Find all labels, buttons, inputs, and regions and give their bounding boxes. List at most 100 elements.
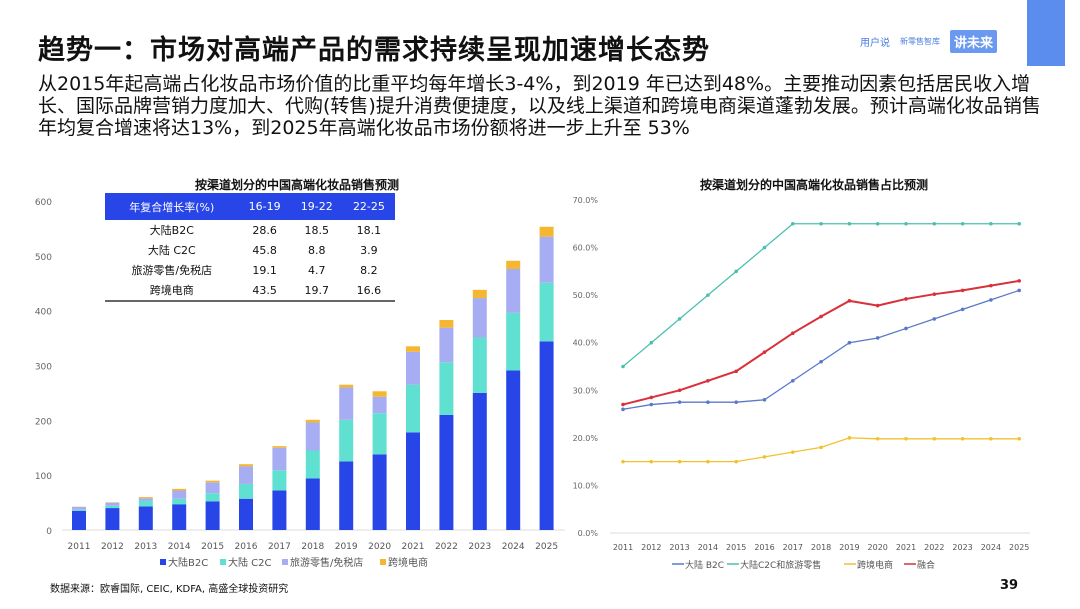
legend-label: 旅游零售/免税店 bbox=[290, 556, 363, 569]
logos: 用户说 新零售智库 讲未来 bbox=[860, 30, 998, 53]
x-tick-label: 2014 bbox=[698, 543, 718, 552]
data-point bbox=[875, 437, 880, 441]
data-point bbox=[989, 298, 993, 302]
data-point bbox=[932, 221, 937, 226]
bar-segment bbox=[372, 391, 387, 397]
y-tick-label: 600 bbox=[35, 198, 52, 208]
data-point bbox=[932, 437, 937, 441]
table-row: 大陆B2C 28.6 18.5 18.1 bbox=[105, 220, 395, 240]
bar-segment bbox=[406, 432, 420, 530]
table-header: 22-25 bbox=[342, 193, 395, 220]
legend-swatch bbox=[220, 559, 226, 565]
table-cell: 18.5 bbox=[304, 223, 330, 237]
bar-segment bbox=[105, 502, 120, 506]
bar-segment bbox=[372, 454, 387, 530]
data-point bbox=[904, 326, 908, 331]
bar-segment bbox=[305, 450, 320, 479]
bar-segment bbox=[272, 447, 287, 471]
data-point bbox=[960, 221, 965, 226]
data-point bbox=[847, 436, 852, 440]
bar-segment bbox=[272, 490, 287, 530]
data-point bbox=[904, 221, 908, 226]
y-tick-label: 100 bbox=[35, 472, 52, 482]
data-point bbox=[791, 221, 795, 226]
x-tick-label: 2024 bbox=[981, 543, 1001, 552]
x-tick-label: 2013 bbox=[669, 543, 689, 552]
data-point bbox=[989, 437, 993, 441]
x-tick-label: 2021 bbox=[402, 542, 425, 552]
y-tick-label: 0.0% bbox=[578, 529, 599, 538]
bar-segment bbox=[406, 351, 420, 385]
bar-segment bbox=[539, 236, 554, 283]
bar-segment bbox=[138, 506, 153, 530]
bar-segment bbox=[205, 501, 220, 530]
bar-segment bbox=[472, 392, 487, 530]
y-tick-label: 500 bbox=[35, 253, 52, 263]
x-tick-label: 2022 bbox=[435, 542, 458, 552]
data-point bbox=[960, 437, 965, 441]
bar-segment bbox=[172, 490, 187, 499]
page-title: 趋势一：市场对高端产品的需求持续呈现加速增长态势 bbox=[38, 35, 710, 66]
summary-paragraph: 从2015年起高端占化妆品市场价值的比重平均每年增长3-4%，到2019 年已达… bbox=[38, 73, 1041, 139]
logo-jiangweilai: 讲未来 bbox=[950, 30, 998, 53]
legend-swatch bbox=[282, 559, 288, 565]
table-cell: 8.8 bbox=[308, 243, 326, 257]
bar-segment bbox=[339, 461, 354, 530]
x-tick-label: 2011 bbox=[613, 543, 633, 552]
x-tick-label: 2023 bbox=[468, 542, 491, 552]
data-point bbox=[649, 395, 654, 400]
cagr-table: 年复合增长率(%) 16-19 19-22 22-25 大陆B2C 28.6 18.… bbox=[105, 193, 395, 302]
bar-segment bbox=[205, 493, 220, 502]
y-tick-label: 20.0% bbox=[573, 434, 599, 443]
bar-segment bbox=[372, 396, 387, 414]
table-cell: 大陆 C2C bbox=[147, 244, 196, 257]
series-line bbox=[622, 289, 1020, 410]
data-point bbox=[762, 245, 767, 250]
y-tick-label: 200 bbox=[35, 417, 52, 427]
x-tick-label: 2022 bbox=[924, 543, 944, 552]
table-cell: 大陆B2C bbox=[149, 224, 194, 237]
bar-segment bbox=[339, 384, 354, 388]
x-tick-label: 2017 bbox=[783, 543, 803, 552]
data-point bbox=[791, 450, 795, 454]
bar-segment bbox=[305, 422, 320, 451]
table-cell: 16.6 bbox=[356, 283, 382, 297]
data-point bbox=[904, 297, 908, 301]
table-header: 16-19 bbox=[238, 193, 291, 220]
x-tick-label: 2012 bbox=[101, 542, 124, 552]
table-cell: 18.1 bbox=[356, 223, 382, 237]
data-point bbox=[1017, 437, 1021, 441]
x-tick-label: 2024 bbox=[502, 542, 525, 552]
y-tick-label: 400 bbox=[35, 308, 52, 318]
logo-yonghushuo: 用户说 bbox=[860, 38, 890, 49]
x-tick-label: 2019 bbox=[839, 543, 859, 552]
data-point bbox=[989, 221, 993, 226]
data-point bbox=[791, 378, 795, 383]
bar-segment bbox=[205, 482, 220, 494]
data-point bbox=[875, 336, 880, 340]
legend-swatch bbox=[160, 559, 166, 565]
bar-segment bbox=[339, 387, 354, 420]
data-point bbox=[1017, 279, 1021, 283]
page-number: 39 bbox=[1000, 578, 1019, 593]
legend-label: 跨境电商 bbox=[388, 556, 428, 569]
legend-label: 大陆 C2C bbox=[228, 556, 272, 569]
x-tick-label: 2014 bbox=[168, 542, 191, 552]
x-tick-label: 2025 bbox=[535, 542, 558, 552]
data-point bbox=[847, 221, 852, 226]
y-tick-label: 50.0% bbox=[573, 291, 599, 300]
table-row: 旅游零售/免税店 19.1 4.7 8.2 bbox=[105, 260, 395, 280]
table-cell: 45.8 bbox=[252, 243, 277, 257]
data-point bbox=[960, 307, 965, 312]
accent-bar bbox=[1027, 0, 1065, 66]
data-point bbox=[762, 350, 767, 355]
x-tick-label: 2021 bbox=[896, 543, 916, 552]
bar-segment bbox=[506, 312, 521, 371]
data-point bbox=[677, 388, 682, 393]
data-point bbox=[621, 407, 625, 412]
data-point bbox=[819, 221, 823, 226]
table-cell: 43.5 bbox=[252, 283, 277, 297]
bar-segment bbox=[539, 282, 554, 342]
x-tick-label: 2016 bbox=[235, 542, 258, 552]
